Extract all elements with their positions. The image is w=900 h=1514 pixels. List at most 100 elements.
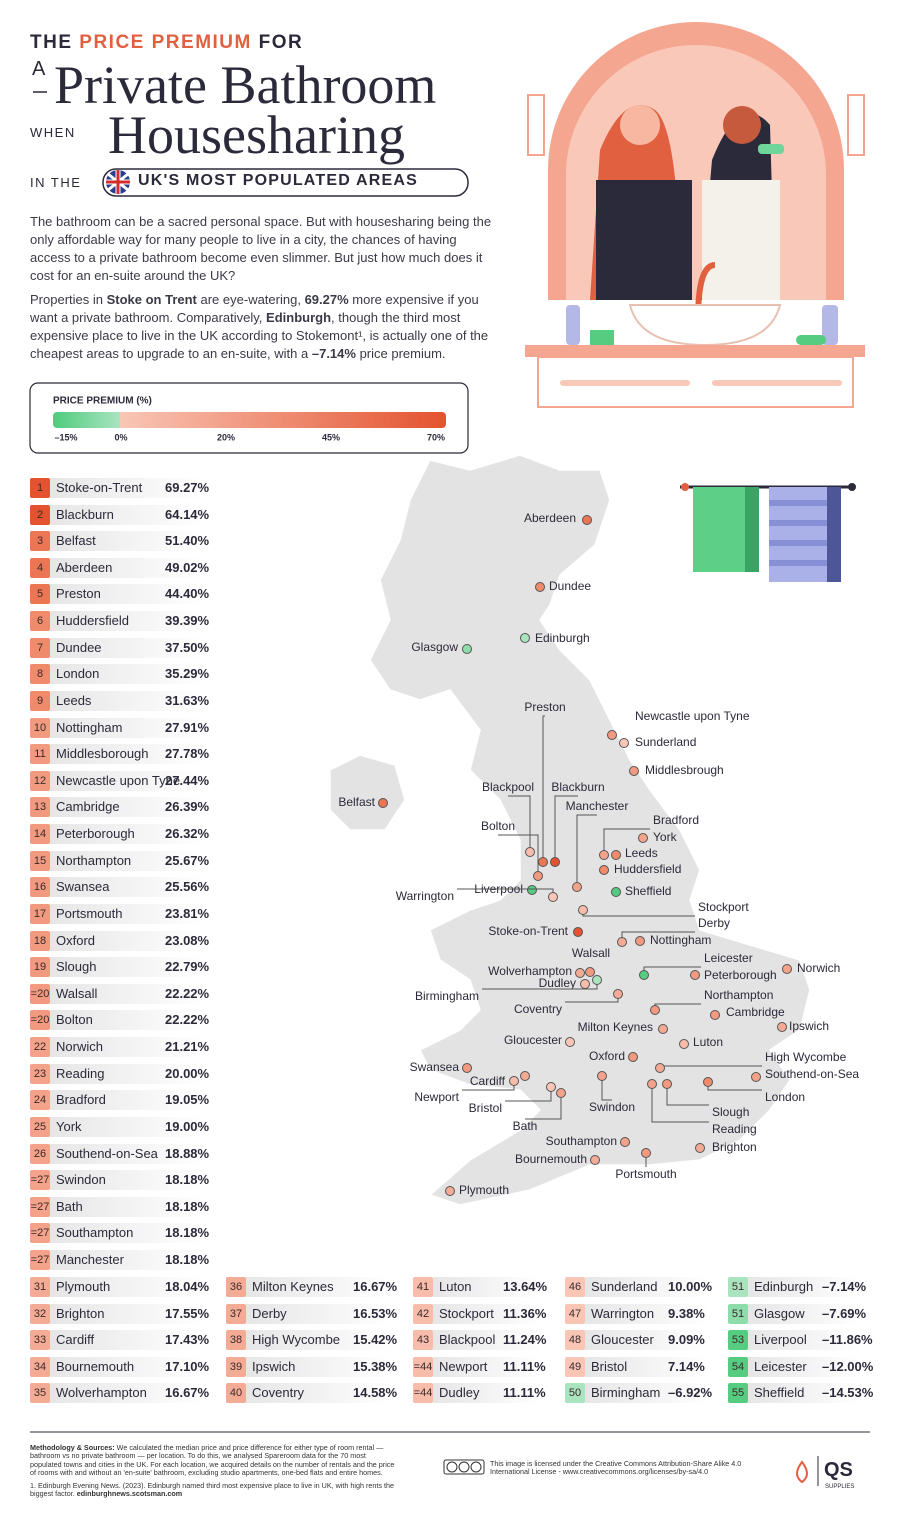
premium-value: –14.53%: [822, 1385, 874, 1401]
city-name: Edinburgh: [754, 1279, 814, 1294]
premium-value: 23.08%: [165, 932, 210, 948]
premium-value: 15.38%: [353, 1358, 398, 1374]
city-dot: [573, 927, 583, 937]
row-bg: [585, 1330, 708, 1351]
leader-line: [508, 795, 531, 852]
city-label: Cardiff: [470, 1074, 506, 1088]
row-bg: [50, 1037, 205, 1058]
city-label: Swansea: [410, 1060, 460, 1074]
city-label: Leicester: [704, 951, 753, 965]
rank-badge: 25: [30, 1116, 50, 1137]
premium-value: 31.63%: [165, 692, 210, 708]
ranking-row: 38 High Wycombe: [226, 1329, 369, 1351]
city-name: Swansea: [56, 879, 110, 895]
row-bg: [433, 1303, 543, 1324]
legend-tick-label: 70%: [427, 432, 445, 442]
city-label: Stoke-on-Trent: [488, 924, 568, 938]
city-dot: [520, 633, 530, 643]
leader-line: [651, 1084, 709, 1123]
row-bg: [585, 1277, 708, 1297]
city-label: Bristol: [469, 1101, 502, 1115]
city-name: Sheffield: [754, 1385, 805, 1401]
row-bg: [50, 1277, 205, 1297]
badge: UK'S MOST POPULATED AREAS: [138, 172, 419, 189]
premium-value: –7.69%: [822, 1305, 867, 1321]
city-label: Belfast: [338, 795, 375, 809]
cc-icon: [443, 1459, 485, 1475]
city-dot: [650, 1005, 660, 1015]
city-label: York: [653, 830, 678, 844]
city-label: Coventry: [514, 1002, 562, 1016]
ranking-row: 12 Newcastle upon Tyne: [30, 770, 181, 792]
city-label: Aberdeen: [524, 511, 576, 525]
premium-value: –12.00%: [822, 1358, 874, 1374]
leader-line: [554, 795, 578, 862]
ranking-row: 31 Plymouth: [30, 1276, 181, 1298]
rank-badge: 5: [30, 584, 50, 605]
rank-badge: 2: [30, 504, 50, 525]
rank-badge: 33: [30, 1330, 50, 1351]
premium-value: 25.56%: [165, 879, 210, 895]
city-dot: [639, 970, 649, 980]
city-label: Bradford: [653, 813, 699, 827]
premium-value: 69.27%: [165, 480, 210, 495]
city-name: Bath: [56, 1198, 83, 1214]
text-run: –7.14%: [311, 346, 356, 361]
city-dot: [592, 975, 602, 985]
ranking-row: 51 Glasgow: [728, 1303, 838, 1325]
city-label: Plymouth: [459, 1183, 509, 1197]
illustration: [525, 22, 865, 582]
row-bg: [50, 664, 205, 685]
premium-value: 22.79%: [165, 959, 210, 975]
rank-badge: 48: [565, 1330, 585, 1351]
city-dot: [655, 1063, 665, 1073]
kicker-word: PRICE PREMIUM: [79, 32, 252, 53]
city-dot: [445, 1186, 455, 1196]
legend-tick-label: 45%: [322, 432, 340, 442]
row-bg: [50, 557, 205, 578]
city-dot: [556, 1088, 566, 1098]
premium-value: 16.53%: [353, 1305, 398, 1321]
ranking-row: 41 Luton: [413, 1276, 519, 1298]
kicker-word: THE: [30, 32, 73, 53]
city-label: London: [765, 1090, 805, 1104]
premium-value: 51.40%: [165, 533, 210, 549]
row-bg: [50, 611, 205, 632]
row-bg: [246, 1356, 393, 1377]
leader-line: [603, 828, 650, 855]
premium-value: 44.40%: [165, 586, 210, 602]
premium-value: –6.92%: [668, 1385, 713, 1401]
premium-value: 27.78%: [165, 746, 210, 762]
ranking-row: 22 Norwich: [30, 1036, 181, 1058]
city-dot: [565, 1037, 575, 1047]
rank-badge: 51: [728, 1277, 748, 1297]
leader-line: [525, 1093, 562, 1120]
badge-frame: [102, 168, 469, 197]
ranking-row: 47 Warrington: [565, 1303, 684, 1325]
premium-value: 35.29%: [165, 666, 210, 682]
city-dot: [509, 1076, 519, 1086]
city-dot: [710, 1010, 720, 1020]
row-bg: [246, 1277, 393, 1297]
row-bg: [50, 983, 205, 1004]
row-bg: [50, 1249, 205, 1270]
row-bg: [50, 1010, 205, 1031]
row-bg: [50, 531, 205, 552]
city-dot: [695, 1143, 705, 1153]
premium-value: 39.39%: [165, 613, 210, 629]
city-name: York: [56, 1118, 82, 1134]
rank-badge: =20: [30, 1010, 50, 1031]
city-name: Southend-on-Sea: [56, 1145, 158, 1161]
city-dot: [611, 887, 621, 897]
ranking-row: 11 Middlesborough: [30, 743, 181, 765]
city-dot: [550, 857, 560, 867]
city-label: Birmingham: [415, 989, 479, 1003]
city-label: Dudley: [539, 976, 576, 990]
city-dot: [580, 979, 590, 989]
logo: QS: [824, 1459, 853, 1481]
leader-line: [542, 715, 545, 862]
city-dot: [533, 871, 543, 881]
row-bg: [50, 877, 205, 898]
rank-badge: 22: [30, 1037, 50, 1058]
city-dot: [629, 766, 639, 776]
